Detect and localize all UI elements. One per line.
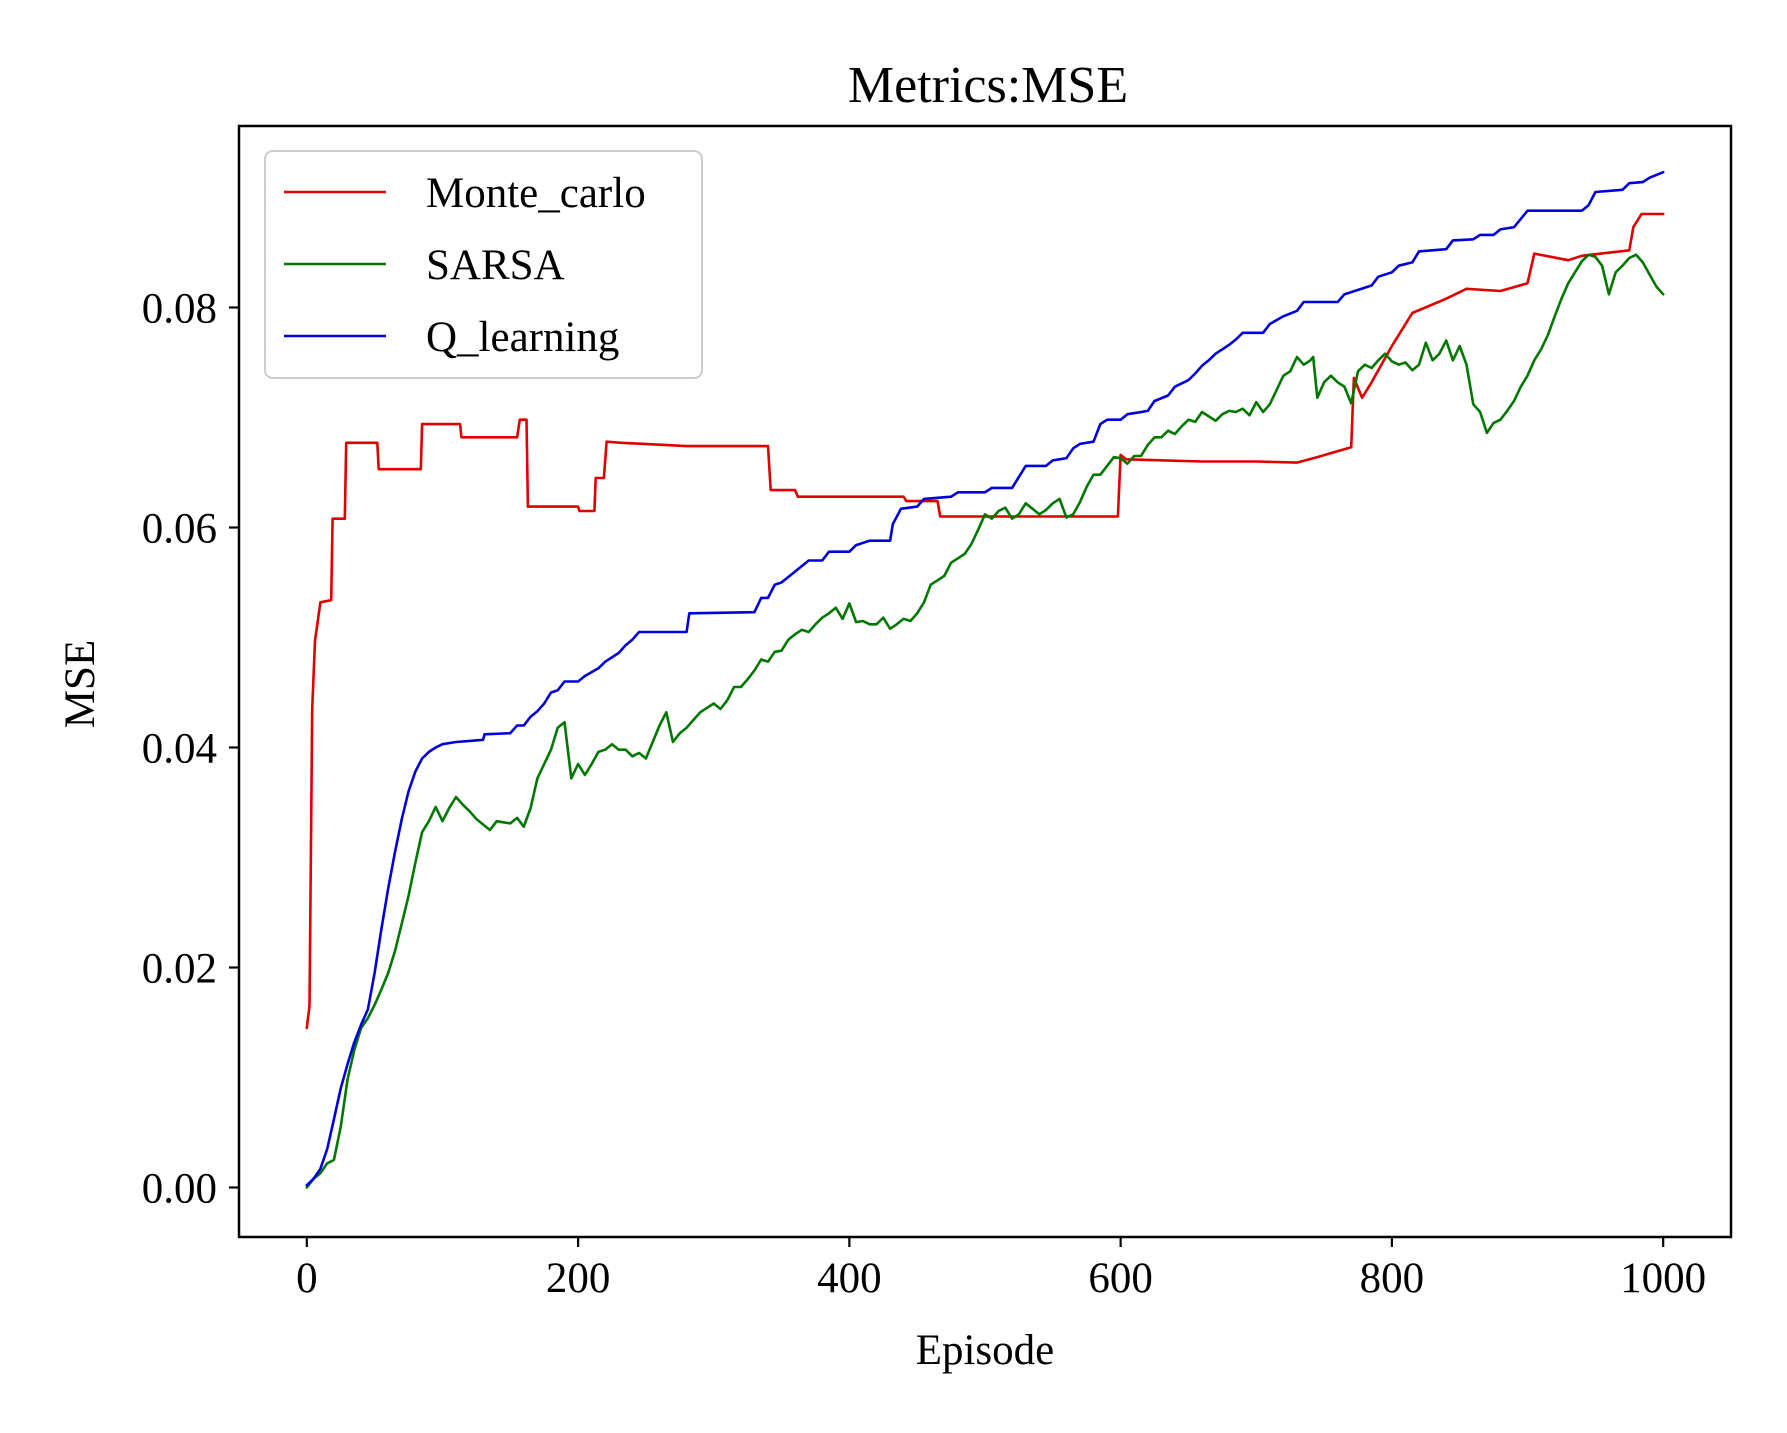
series-line-monte-carlo <box>305 212 1665 1030</box>
y-tick-label: 0.06 <box>142 506 217 553</box>
legend: Monte_carlo SARSA Q_learning <box>264 150 703 379</box>
x-tick-label: 200 <box>546 1255 611 1302</box>
y-axis: 0.00 0.02 0.04 0.06 0.08 <box>142 286 239 1213</box>
x-axis: 0 200 400 600 800 1000 <box>296 1237 1706 1302</box>
legend-label-sarsa: SARSA <box>426 242 565 289</box>
series-line-q-learning <box>305 170 1665 1187</box>
legend-label-q-learning: Q_learning <box>426 314 619 361</box>
legend-label-monte-carlo: Monte_carlo <box>426 170 646 217</box>
x-tick-label: 1000 <box>1620 1255 1706 1302</box>
chart-title: Metrics:MSE <box>848 57 1128 114</box>
y-tick-label: 0.02 <box>142 946 217 993</box>
x-tick-label: 800 <box>1360 1255 1425 1302</box>
series-line-sarsa <box>305 253 1665 1189</box>
y-tick-label: 0.04 <box>142 726 217 773</box>
y-tick-label: 0.00 <box>142 1166 217 1213</box>
plot-area-frame <box>237 124 1733 1239</box>
legend-box <box>264 150 703 379</box>
x-axis-label: Episode <box>916 1327 1055 1374</box>
x-tick-label: 400 <box>817 1255 882 1302</box>
y-axis-label: MSE <box>57 640 104 728</box>
series-layer <box>305 170 1665 1189</box>
x-tick-label: 600 <box>1088 1255 1153 1302</box>
y-tick-label: 0.08 <box>142 286 217 333</box>
x-tick-label: 0 <box>296 1255 318 1302</box>
